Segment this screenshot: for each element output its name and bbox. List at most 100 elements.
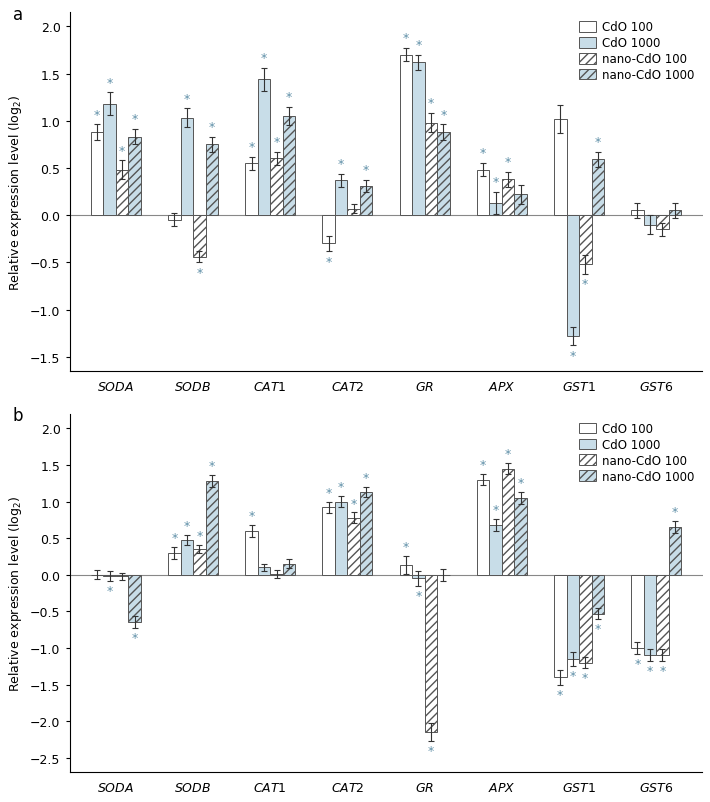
Text: *: * [261, 52, 267, 65]
Text: *: * [273, 136, 280, 149]
Bar [437, 133, 449, 216]
Bar [514, 498, 527, 575]
Text: *: * [338, 481, 344, 494]
Text: *: * [427, 744, 434, 757]
Bar [631, 211, 644, 216]
Bar [360, 187, 373, 216]
Legend: CdO 100, CdO 1000, nano-CdO 100, nano-CdO 1000: CdO 100, CdO 1000, nano-CdO 100, nano-Cd… [577, 420, 697, 485]
Bar [489, 204, 502, 216]
Bar [322, 508, 335, 575]
Text: *: * [171, 531, 178, 545]
Bar [168, 216, 180, 221]
Text: *: * [660, 664, 665, 677]
Bar [104, 575, 116, 577]
Bar [489, 525, 502, 575]
Bar [322, 216, 335, 244]
Bar [335, 181, 347, 216]
Text: *: * [672, 506, 678, 519]
Bar [116, 575, 129, 577]
Text: *: * [569, 350, 576, 363]
Bar [656, 216, 669, 230]
Text: *: * [351, 497, 357, 510]
Text: a: a [13, 6, 23, 24]
Text: *: * [569, 670, 576, 683]
Bar [168, 553, 180, 575]
Bar [245, 531, 258, 575]
Bar [245, 164, 258, 216]
Bar [335, 502, 347, 575]
Y-axis label: Relative expression level (log$_2$): Relative expression level (log$_2$) [8, 95, 25, 290]
Bar [347, 209, 360, 216]
Bar [193, 216, 206, 257]
Text: *: * [338, 158, 344, 171]
Bar [206, 481, 218, 575]
Text: *: * [196, 267, 202, 280]
Text: *: * [557, 687, 563, 701]
Text: *: * [286, 91, 292, 103]
Text: *: * [326, 256, 332, 269]
Bar [579, 575, 591, 662]
Text: *: * [248, 140, 255, 154]
Text: *: * [184, 92, 190, 106]
Bar [258, 568, 271, 575]
Text: *: * [184, 520, 190, 533]
Text: *: * [403, 32, 409, 45]
Bar [283, 117, 295, 216]
Text: *: * [427, 97, 434, 110]
Text: *: * [415, 38, 422, 52]
Bar [360, 492, 373, 575]
Legend: CdO 100, CdO 1000, nano-CdO 100, nano-CdO 1000: CdO 100, CdO 1000, nano-CdO 100, nano-Cd… [577, 19, 697, 84]
Text: *: * [403, 541, 409, 554]
Text: *: * [634, 657, 640, 670]
Text: *: * [480, 458, 486, 471]
Text: *: * [505, 156, 511, 168]
Bar [412, 63, 425, 216]
Bar [644, 575, 656, 655]
Bar [180, 119, 193, 216]
Bar [591, 160, 604, 216]
Bar [631, 575, 644, 648]
Bar [425, 124, 437, 216]
Bar [91, 133, 104, 216]
Bar [669, 211, 681, 216]
Bar [554, 119, 567, 216]
Text: b: b [13, 407, 23, 425]
Text: *: * [505, 448, 511, 461]
Bar [206, 145, 218, 216]
Text: *: * [119, 144, 125, 157]
Bar [591, 575, 604, 614]
Text: *: * [106, 585, 113, 597]
Bar [554, 575, 567, 678]
Y-axis label: Relative expression level (log$_2$): Relative expression level (log$_2$) [8, 496, 25, 691]
Bar [502, 180, 514, 216]
Bar [477, 480, 489, 575]
Text: *: * [131, 631, 138, 644]
Text: *: * [94, 108, 100, 122]
Bar [567, 575, 579, 659]
Text: *: * [582, 671, 589, 685]
Text: *: * [196, 529, 202, 542]
Bar [567, 216, 579, 337]
Text: *: * [248, 509, 255, 522]
Bar [283, 564, 295, 575]
Text: *: * [131, 113, 138, 126]
Bar [129, 575, 141, 622]
Text: *: * [363, 164, 369, 177]
Bar [258, 80, 271, 216]
Bar [477, 171, 489, 216]
Text: *: * [415, 589, 422, 602]
Bar [180, 541, 193, 575]
Bar [412, 575, 425, 579]
Bar [400, 565, 412, 575]
Bar [644, 216, 656, 225]
Text: *: * [594, 622, 601, 635]
Bar [116, 171, 129, 216]
Bar [129, 138, 141, 216]
Text: *: * [209, 121, 215, 134]
Text: *: * [440, 108, 447, 122]
Bar [669, 528, 681, 575]
Bar [193, 549, 206, 575]
Bar [579, 216, 591, 265]
Bar [347, 518, 360, 575]
Text: *: * [582, 278, 589, 291]
